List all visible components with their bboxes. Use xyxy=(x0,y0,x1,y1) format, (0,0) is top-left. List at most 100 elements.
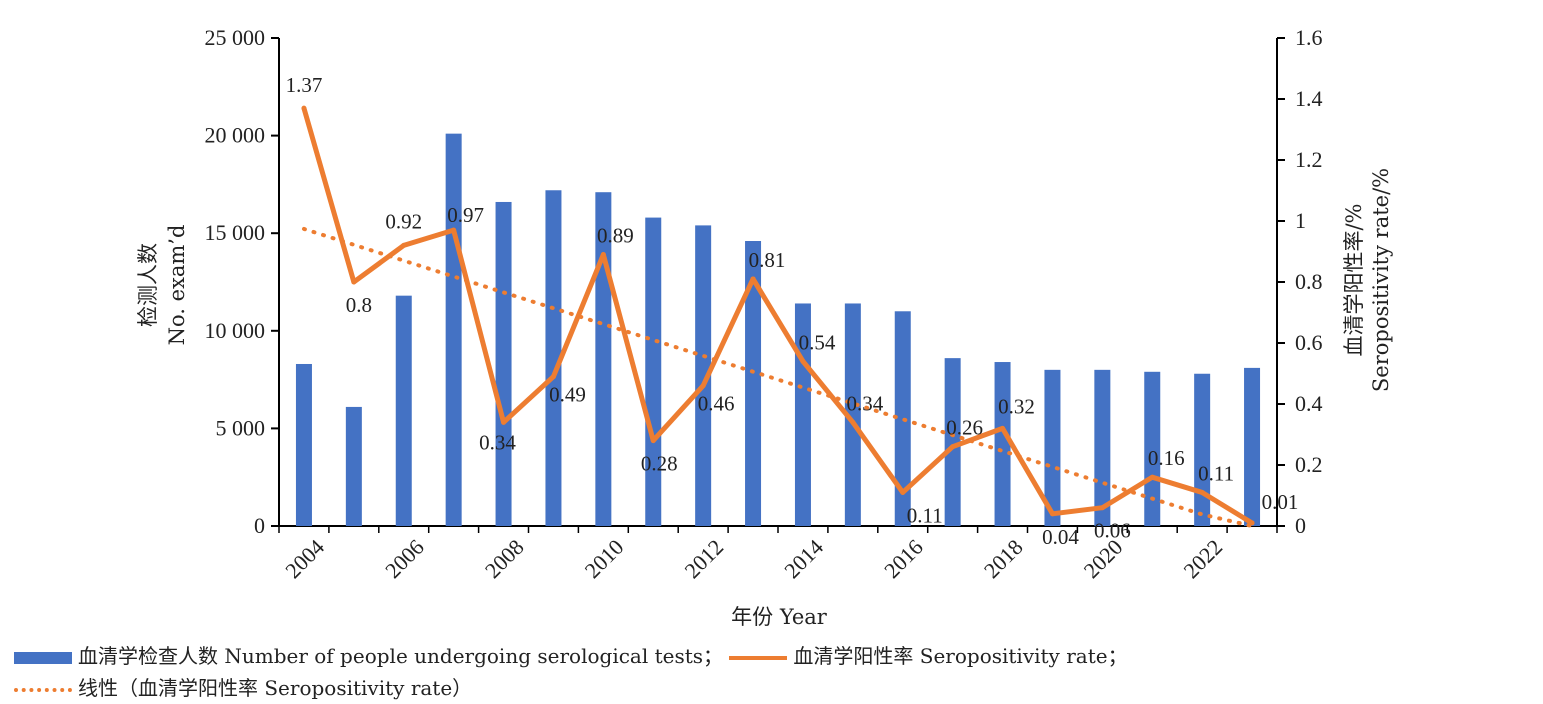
bar xyxy=(495,201,512,526)
line-point xyxy=(451,227,457,233)
x-axis-tick-label: 2004 xyxy=(280,534,329,583)
left-axis-tick-label: 0 xyxy=(254,513,265,538)
trendline-layer xyxy=(301,226,1255,528)
legend-trend-swatch xyxy=(14,687,72,692)
line-point xyxy=(600,252,606,258)
data-label: 0.54 xyxy=(799,330,836,354)
left-axis-title-cn: 检测人数 xyxy=(136,243,160,327)
data-label: 0.46 xyxy=(698,392,735,416)
line-point xyxy=(550,374,556,380)
left-axis-tick-label: 20 000 xyxy=(205,123,266,148)
bar xyxy=(745,241,762,526)
data-label: 0.04 xyxy=(1042,525,1079,549)
x-axis-tick-label: 2008 xyxy=(480,534,529,583)
data-label: 0.34 xyxy=(479,430,516,454)
line-point xyxy=(1149,474,1155,480)
line-point xyxy=(501,419,507,425)
right-axis-tick-label: 0.4 xyxy=(1295,391,1323,416)
bar xyxy=(395,295,412,526)
line-point xyxy=(1249,520,1255,526)
line-point xyxy=(401,242,407,248)
bar xyxy=(695,225,712,526)
data-labels-layer: 1.37 0.8 0.92 0.97 0.34 0.49 0.89 0.28 0.46 0.81 0… xyxy=(286,73,1299,549)
bar xyxy=(645,217,662,527)
line-point xyxy=(850,419,856,425)
right-axis-tick-label: 1 xyxy=(1295,208,1306,233)
line-point xyxy=(351,279,357,285)
bar xyxy=(1144,371,1161,526)
legend-line-swatch xyxy=(729,655,788,660)
x-axis-tick-label: 2016 xyxy=(879,534,928,583)
data-label: 0.32 xyxy=(998,394,1035,418)
bar xyxy=(345,406,362,526)
bar xyxy=(1094,369,1111,526)
data-label: 0.26 xyxy=(946,416,983,440)
x-axis-tick-label: 2022 xyxy=(1178,534,1227,583)
right-axis-title: 血清学阳性率/% Seropositivity rate/% xyxy=(1342,168,1393,392)
trendline xyxy=(301,226,1255,528)
data-label: 0.8 xyxy=(346,293,372,317)
legend: 血清学检查人数 Number of people undergoing sero… xyxy=(14,640,1536,704)
bar xyxy=(295,363,312,526)
right-axis-tick-label: 1.6 xyxy=(1295,25,1323,50)
bar xyxy=(944,358,961,526)
line-point xyxy=(700,383,706,389)
data-label: 0.92 xyxy=(385,209,422,233)
data-label: 0.49 xyxy=(549,383,586,407)
data-label: 0.06 xyxy=(1094,519,1131,543)
line-layer xyxy=(301,105,1255,526)
bar xyxy=(844,303,861,526)
line-point xyxy=(1049,511,1055,517)
seropositivity-line xyxy=(301,107,1254,526)
left-axis-tick-label: 25 000 xyxy=(205,25,266,50)
legend-bar-swatch xyxy=(14,651,72,664)
legend-item-line: 血清学阳性率 Seropositivity rate； xyxy=(729,644,1128,668)
chart: 0 5 000 10 000 15 000 20 000 25 000 0 0.2 0.4 0.6… xyxy=(136,25,1393,629)
x-axis-tick-label: 2014 xyxy=(779,534,828,583)
data-label: 0.01 xyxy=(1262,490,1299,514)
data-label: 0.28 xyxy=(641,452,678,476)
left-axis-title: 检测人数 No. exam’d xyxy=(136,225,189,346)
data-label: 0.16 xyxy=(1148,446,1185,470)
line-point xyxy=(1000,425,1006,431)
data-label: 0.11 xyxy=(1198,461,1234,485)
line-point xyxy=(750,276,756,282)
line-point xyxy=(301,105,307,111)
legend-item-trend: 线性（血清学阳性率 Seropositivity rate） xyxy=(14,676,472,700)
data-label: 0.81 xyxy=(749,248,786,272)
bar xyxy=(1244,367,1261,526)
data-label: 1.37 xyxy=(286,73,323,97)
right-axis-tick-label: 0.6 xyxy=(1295,330,1323,355)
bar xyxy=(1044,369,1061,526)
bar xyxy=(445,133,462,526)
legend-item-bar: 血清学检查人数 Number of people undergoing sero… xyxy=(14,644,729,668)
data-label: 0.89 xyxy=(597,224,634,248)
bars-layer xyxy=(295,133,1261,527)
right-axis-tick-label: 1.4 xyxy=(1295,86,1323,111)
left-axis-tick-label: 15 000 xyxy=(205,220,266,245)
legend-line-label: 血清学阳性率 Seropositivity rate； xyxy=(793,644,1128,668)
line-point xyxy=(900,489,906,495)
left-axis-tick-label: 10 000 xyxy=(205,318,266,343)
line-point xyxy=(950,444,956,450)
right-axis-tick-label: 1.2 xyxy=(1295,147,1323,172)
right-axis-tick-label: 0.2 xyxy=(1295,452,1323,477)
data-label: 0.97 xyxy=(447,203,484,227)
x-axis-tick-label: 2010 xyxy=(580,534,629,583)
bar xyxy=(545,190,562,527)
x-axis-tick-label: 2012 xyxy=(679,534,728,583)
line-point xyxy=(1199,489,1205,495)
legend-trend-label: 线性（血清学阳性率 Seropositivity rate） xyxy=(78,676,473,700)
x-axis-title: 年份 Year xyxy=(731,605,828,629)
right-axis-tick-label: 0.8 xyxy=(1295,269,1323,294)
x-axis-tick-label: 2006 xyxy=(380,534,429,583)
right-axis-title-en: Seropositivity rate/% xyxy=(1369,168,1393,392)
line-point xyxy=(650,438,656,444)
data-label: 0.11 xyxy=(907,503,943,527)
legend-bar-label: 血清学检查人数 Number of people undergoing sero… xyxy=(78,644,724,668)
data-label: 0.34 xyxy=(846,391,883,415)
left-axis-title-en: No. exam’d xyxy=(165,225,189,346)
bar xyxy=(994,362,1011,526)
bar xyxy=(1194,373,1211,526)
left-axis-tick-label: 5 000 xyxy=(216,415,266,440)
